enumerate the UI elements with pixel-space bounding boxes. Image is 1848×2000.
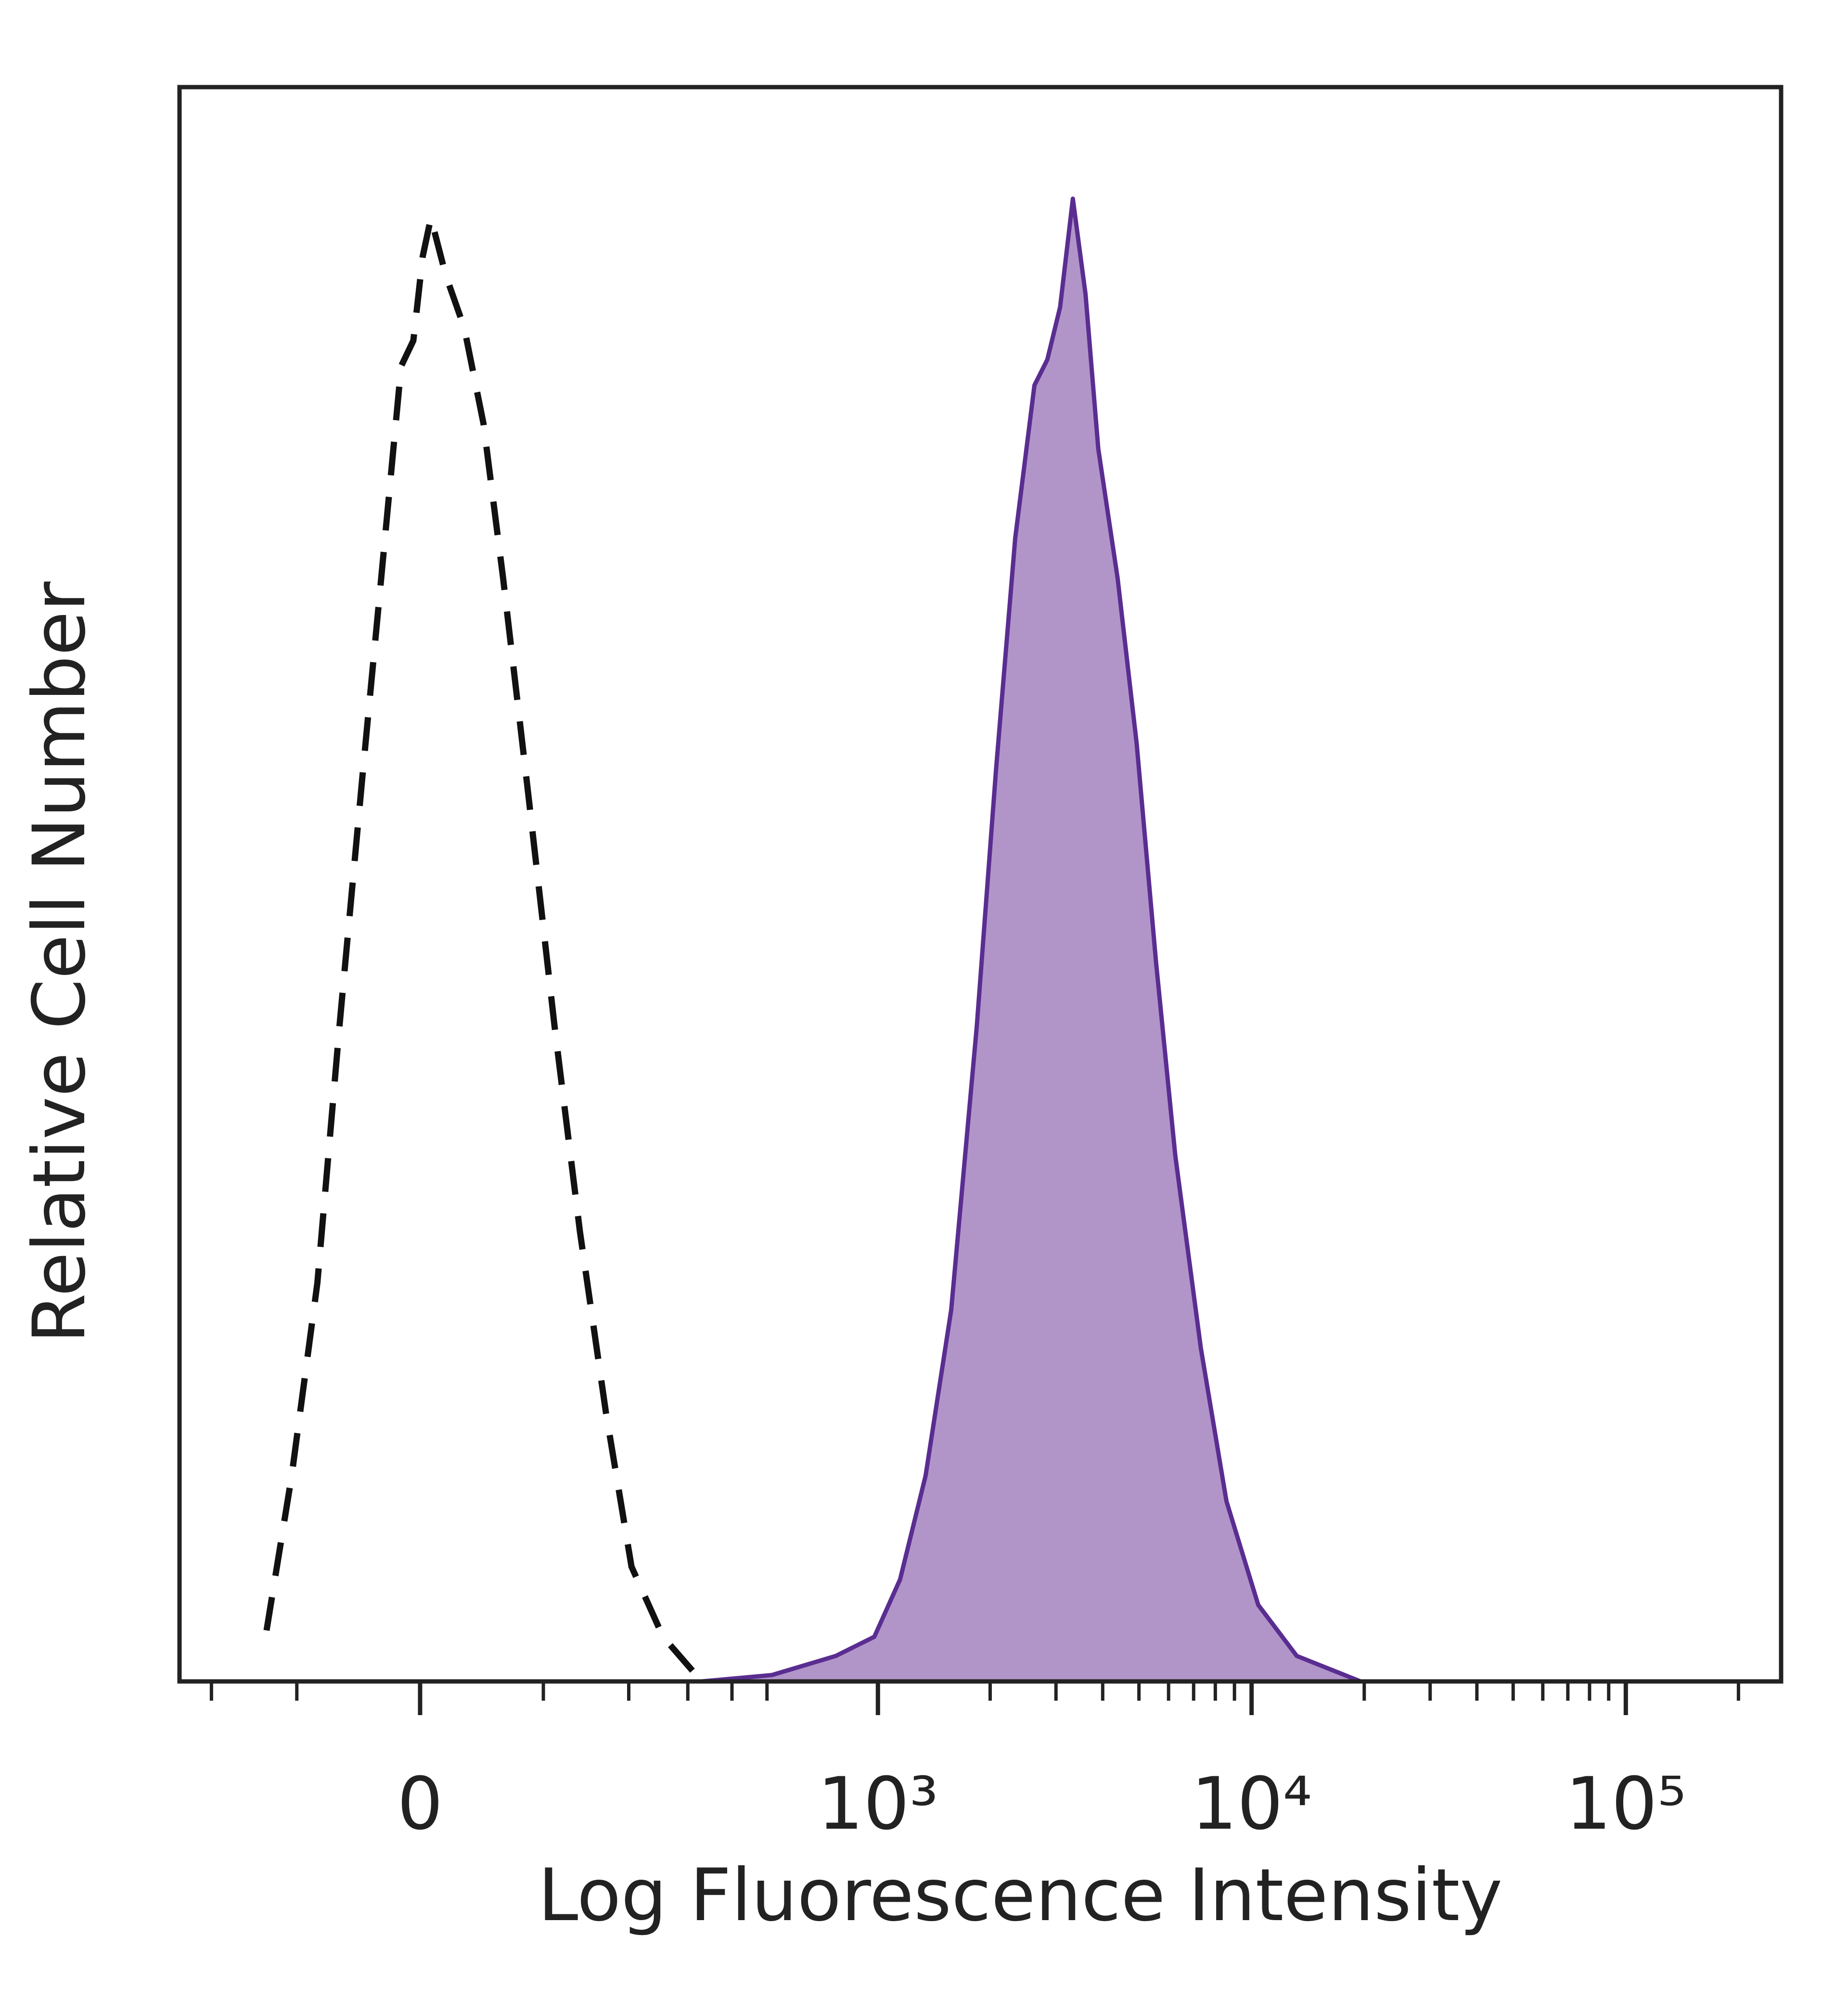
- control-histogram: [263, 215, 705, 1684]
- plot-frame: [177, 85, 1784, 1684]
- filled-histogram: [699, 196, 1784, 1684]
- x-tick-label: 10⁵: [1566, 1762, 1686, 1846]
- x-axis-label: Log Fluorescence Intensity: [538, 1854, 1502, 1937]
- y-axis-label: Relative Cell Number: [18, 581, 102, 1344]
- x-tick-label: 0: [397, 1762, 443, 1846]
- x-tick-label: 10⁴: [1191, 1762, 1312, 1846]
- x-tick-label: 10³: [818, 1762, 938, 1846]
